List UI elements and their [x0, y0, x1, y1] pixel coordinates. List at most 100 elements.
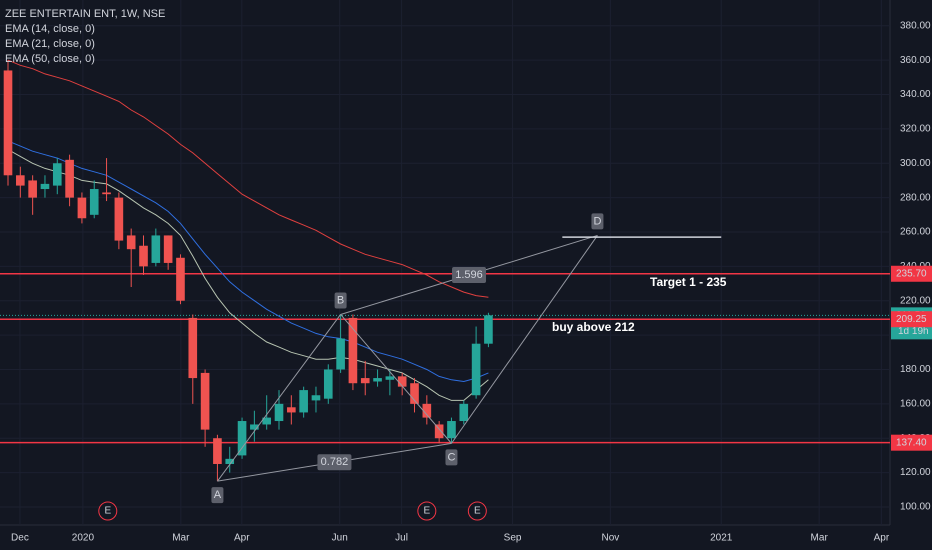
price-badge [891, 434, 932, 451]
candle-body [250, 424, 259, 430]
candle-body [65, 159, 74, 198]
ratio-label: 1.596 [455, 269, 483, 281]
y-tick-label: 220.00 [900, 295, 931, 306]
price-badge [891, 311, 932, 328]
annotation: Target 1 - 235 [650, 275, 727, 289]
y-tick-label: 260.00 [900, 227, 931, 238]
legend-entry: EMA (21, close, 0) [5, 38, 95, 50]
pattern-point-label: B [337, 294, 344, 306]
x-tick-label: Sep [504, 533, 522, 544]
candle-body [422, 403, 432, 418]
candle-body [126, 235, 136, 250]
candle-body [16, 175, 25, 186]
candle-body [459, 403, 469, 422]
levels [0, 273, 890, 444]
pattern-point-badge [334, 292, 347, 309]
x-tick-label: Apr [234, 533, 250, 544]
candle-body [434, 424, 444, 439]
candle-body [139, 245, 148, 267]
candle-body [385, 376, 395, 380]
candle-body [410, 383, 419, 404]
x-tick-label: 2020 [72, 533, 95, 544]
axes: 100.00120.00140.00160.00180.00200.00220.… [11, 20, 932, 544]
ema-line [7, 59, 489, 298]
event-label: E [104, 506, 111, 517]
legend-entry: EMA (50, close, 0) [5, 53, 95, 65]
countdown-label: 1d 19h [898, 326, 929, 337]
ratio-badge [452, 266, 487, 283]
candle-body [200, 372, 210, 430]
legend-entry: EMA (14, close, 0) [5, 23, 95, 35]
x-tick-label: Jun [332, 533, 348, 544]
x-tick-label: 2021 [710, 533, 733, 544]
y-tick-label: 340.00 [900, 89, 931, 100]
x-tick-label: Jul [395, 533, 408, 544]
candle-body [287, 407, 296, 413]
pattern-point-label: D [593, 215, 601, 227]
ema-line [7, 140, 489, 383]
candle-body [397, 376, 407, 387]
y-tick-label: 320.00 [900, 124, 931, 135]
candle-body [114, 197, 124, 241]
x-tick-label: Mar [811, 533, 829, 544]
annotation: buy above 212 [552, 320, 635, 334]
x-tick-label: Nov [601, 533, 619, 544]
pattern-point-label: C [447, 451, 455, 463]
candle-body [336, 338, 345, 370]
candle-body [102, 192, 111, 195]
candle-body [176, 257, 185, 301]
chart-title: ZEE ENTERTAIN ENT, 1W, NSE [5, 8, 165, 20]
candle-body [40, 183, 50, 190]
candle-body [274, 403, 284, 422]
x-tick-label: Apr [874, 533, 890, 544]
pattern-point-badge [591, 213, 604, 230]
pattern-point-label: A [214, 489, 222, 501]
event-label: E [423, 506, 430, 517]
event-marker [98, 501, 118, 521]
pattern-point-badge [211, 487, 224, 504]
price-badge-label: 137.40 [896, 437, 927, 448]
candle-body [77, 197, 87, 219]
candle-body [323, 369, 333, 399]
y-tick-label: 160.00 [900, 398, 931, 409]
x-tick-label: Dec [11, 533, 29, 544]
xabcd-pattern: A B C D 1.596 0.782 [211, 213, 722, 504]
event-marker [467, 501, 487, 521]
y-tick-label: 100.00 [900, 502, 931, 513]
candle-body [213, 438, 222, 464]
pattern-line [451, 235, 598, 444]
y-tick-label: 360.00 [900, 55, 931, 66]
candle-body [348, 317, 358, 384]
candle-body [225, 458, 235, 464]
y-tick-label: 300.00 [900, 158, 931, 169]
ratio-label: 0.782 [321, 456, 349, 468]
pattern-point-badge [445, 449, 458, 466]
candle-body [89, 189, 99, 215]
ratio-badge [317, 454, 352, 471]
candle-body [28, 180, 37, 198]
ema-lines [7, 59, 489, 401]
grid [0, 0, 890, 525]
countdown-badge [891, 323, 932, 340]
legend: ZEE ENTERTAIN ENT, 1W, NSE EMA (14, clos… [5, 8, 165, 65]
ema-line [7, 149, 489, 401]
candle-body [299, 390, 308, 413]
event-label: E [474, 506, 481, 517]
pattern-line [340, 314, 452, 444]
pattern-line [217, 314, 342, 482]
y-tick-label: 120.00 [900, 467, 931, 478]
candle-body [471, 343, 481, 396]
candle-body [163, 235, 173, 263]
event-marker [417, 501, 437, 521]
price-badge-label: 235.70 [896, 268, 927, 279]
candle-body [373, 378, 382, 382]
candle-body [188, 317, 198, 379]
price-badge [891, 265, 932, 282]
candle-body [52, 163, 62, 186]
candle-body [447, 421, 456, 439]
candles [3, 60, 493, 482]
candle-body [311, 395, 321, 401]
y-tick-label: 180.00 [900, 364, 931, 375]
